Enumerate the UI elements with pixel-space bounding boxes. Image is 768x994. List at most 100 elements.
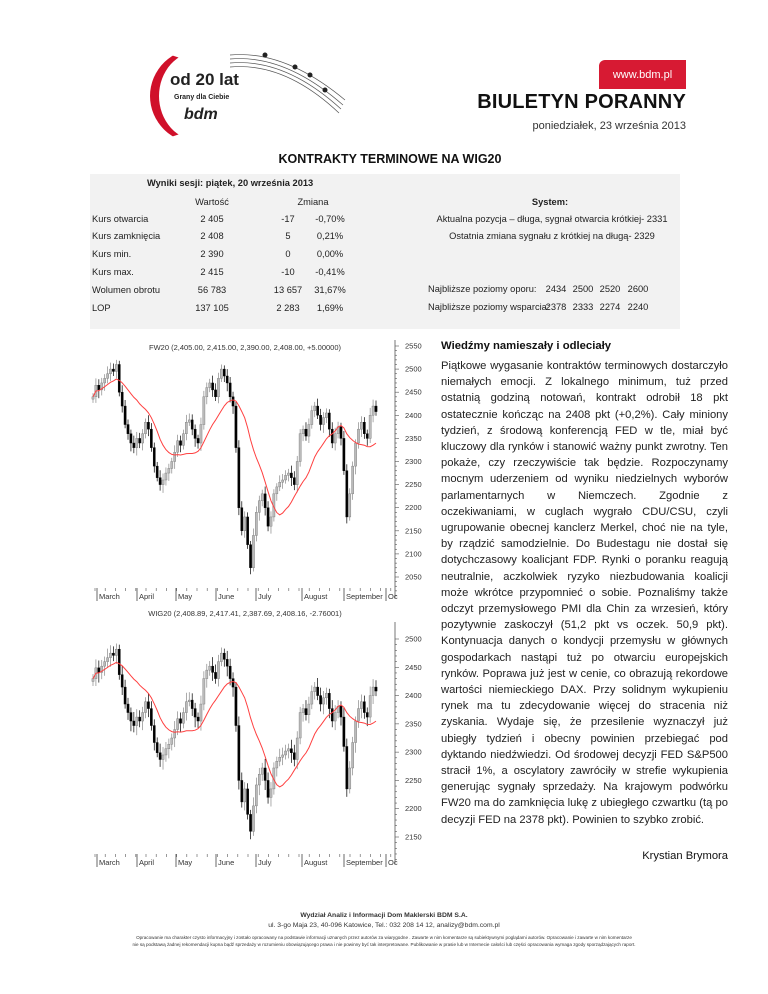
logo-line2: Grany dla Ciebie <box>174 94 230 101</box>
candle <box>117 364 121 393</box>
candle <box>266 780 270 798</box>
system-last-change: Ostatnia zmiana sygnału z krótkiej na dł… <box>449 231 655 241</box>
candle <box>115 648 118 656</box>
candle <box>348 767 352 790</box>
candle <box>357 708 360 722</box>
footer-disclaimer-1: Opracowanie ma charakter czysto informac… <box>136 935 632 940</box>
resistance-level: 2500 <box>572 284 594 294</box>
x-tick-label: Oc <box>388 592 398 601</box>
candle <box>120 392 124 407</box>
candle <box>316 686 319 696</box>
candle <box>147 422 150 430</box>
candle <box>106 657 109 662</box>
candle <box>255 784 258 807</box>
candle <box>126 703 130 713</box>
chart-fw20: FW20 (2,405.00, 2,415.00, 2,390.00, 2,40… <box>91 340 422 601</box>
candle <box>333 433 337 444</box>
candle <box>240 507 244 532</box>
candle <box>365 433 369 439</box>
article-heading: Wiedźmy namieszały i odleciały <box>441 340 612 352</box>
candle <box>249 814 252 832</box>
candle <box>368 695 372 718</box>
candle <box>150 428 153 448</box>
candle <box>132 720 136 726</box>
candle <box>284 475 287 481</box>
row-value: 56 783 <box>197 285 227 295</box>
candle <box>263 767 267 781</box>
candle <box>155 742 159 753</box>
x-tick-label: June <box>218 858 234 867</box>
candle <box>123 686 127 705</box>
row-change: 5 <box>285 231 291 241</box>
candle <box>231 678 235 688</box>
candle <box>243 788 247 803</box>
candle <box>278 482 282 488</box>
candle <box>333 712 337 722</box>
candle <box>173 452 176 462</box>
row-change-pct: 0,21% <box>316 231 344 241</box>
article-body: Piątkowe wygasanie kontraktów terminowyc… <box>441 360 728 826</box>
x-tick-label: May <box>178 858 192 867</box>
col-change-header: Zmiana <box>297 197 329 207</box>
footer-company: Wydział Analiz i Informacji Dom Maklersk… <box>300 912 468 919</box>
y-tick-label: 2250 <box>405 480 422 489</box>
candle <box>252 535 255 568</box>
candle <box>374 686 378 692</box>
candle <box>205 387 209 398</box>
candle <box>295 737 299 760</box>
y-tick-label: 2150 <box>405 833 422 842</box>
y-tick-label: 2300 <box>405 457 422 466</box>
candle <box>281 754 284 758</box>
candle <box>351 742 354 769</box>
candle <box>342 438 346 471</box>
candle <box>120 674 124 688</box>
candle <box>249 544 252 568</box>
candle <box>135 716 139 726</box>
candle <box>371 686 375 696</box>
resistance-label: Najbliższe poziomy oporu: <box>428 284 537 294</box>
candle <box>275 760 279 769</box>
music-notes-decoration <box>229 52 346 114</box>
candle <box>260 767 264 775</box>
chart-title: WIG20 (2,408.89, 2,417.41, 2,387.69, 2,4… <box>148 609 342 618</box>
candle <box>325 693 328 699</box>
candle <box>217 661 220 679</box>
support-level: 2240 <box>627 302 649 312</box>
candle <box>354 720 357 743</box>
candle <box>287 748 290 752</box>
row-change-pct: 0,00% <box>316 249 344 259</box>
website-link[interactable]: www.bdm.pl <box>599 60 686 89</box>
article-author: Krystian Brymora <box>642 849 728 862</box>
candle <box>193 428 197 439</box>
candle <box>185 701 188 713</box>
candle <box>339 426 343 439</box>
candle <box>164 472 168 481</box>
candle <box>269 516 273 527</box>
support-level: 2333 <box>572 302 594 312</box>
row-value: 2 415 <box>200 267 224 277</box>
candle <box>345 470 349 518</box>
candle <box>190 699 194 709</box>
candle <box>307 703 311 716</box>
x-tick-label: August <box>304 858 328 867</box>
logo-brand: bdm <box>184 106 218 123</box>
support-level: 2274 <box>599 302 621 312</box>
candle <box>257 774 261 786</box>
bulletin-title: BIULETYN PORANNY <box>477 91 686 113</box>
candle <box>278 757 282 762</box>
candle <box>103 378 106 384</box>
candle <box>371 405 375 416</box>
x-tick-label: August <box>304 592 328 601</box>
candle <box>243 516 247 532</box>
candle <box>255 512 258 536</box>
candle <box>141 712 144 722</box>
candle <box>322 417 325 425</box>
candle <box>231 396 235 407</box>
x-tick-label: April <box>139 592 154 601</box>
chart-wig20: WIG20 (2,408.89, 2,417.41, 2,387.69, 2,4… <box>91 609 422 867</box>
candle <box>100 382 104 391</box>
candle <box>287 472 290 476</box>
y-tick-label: 2400 <box>405 411 422 420</box>
candle <box>91 396 95 400</box>
candle <box>319 415 322 425</box>
